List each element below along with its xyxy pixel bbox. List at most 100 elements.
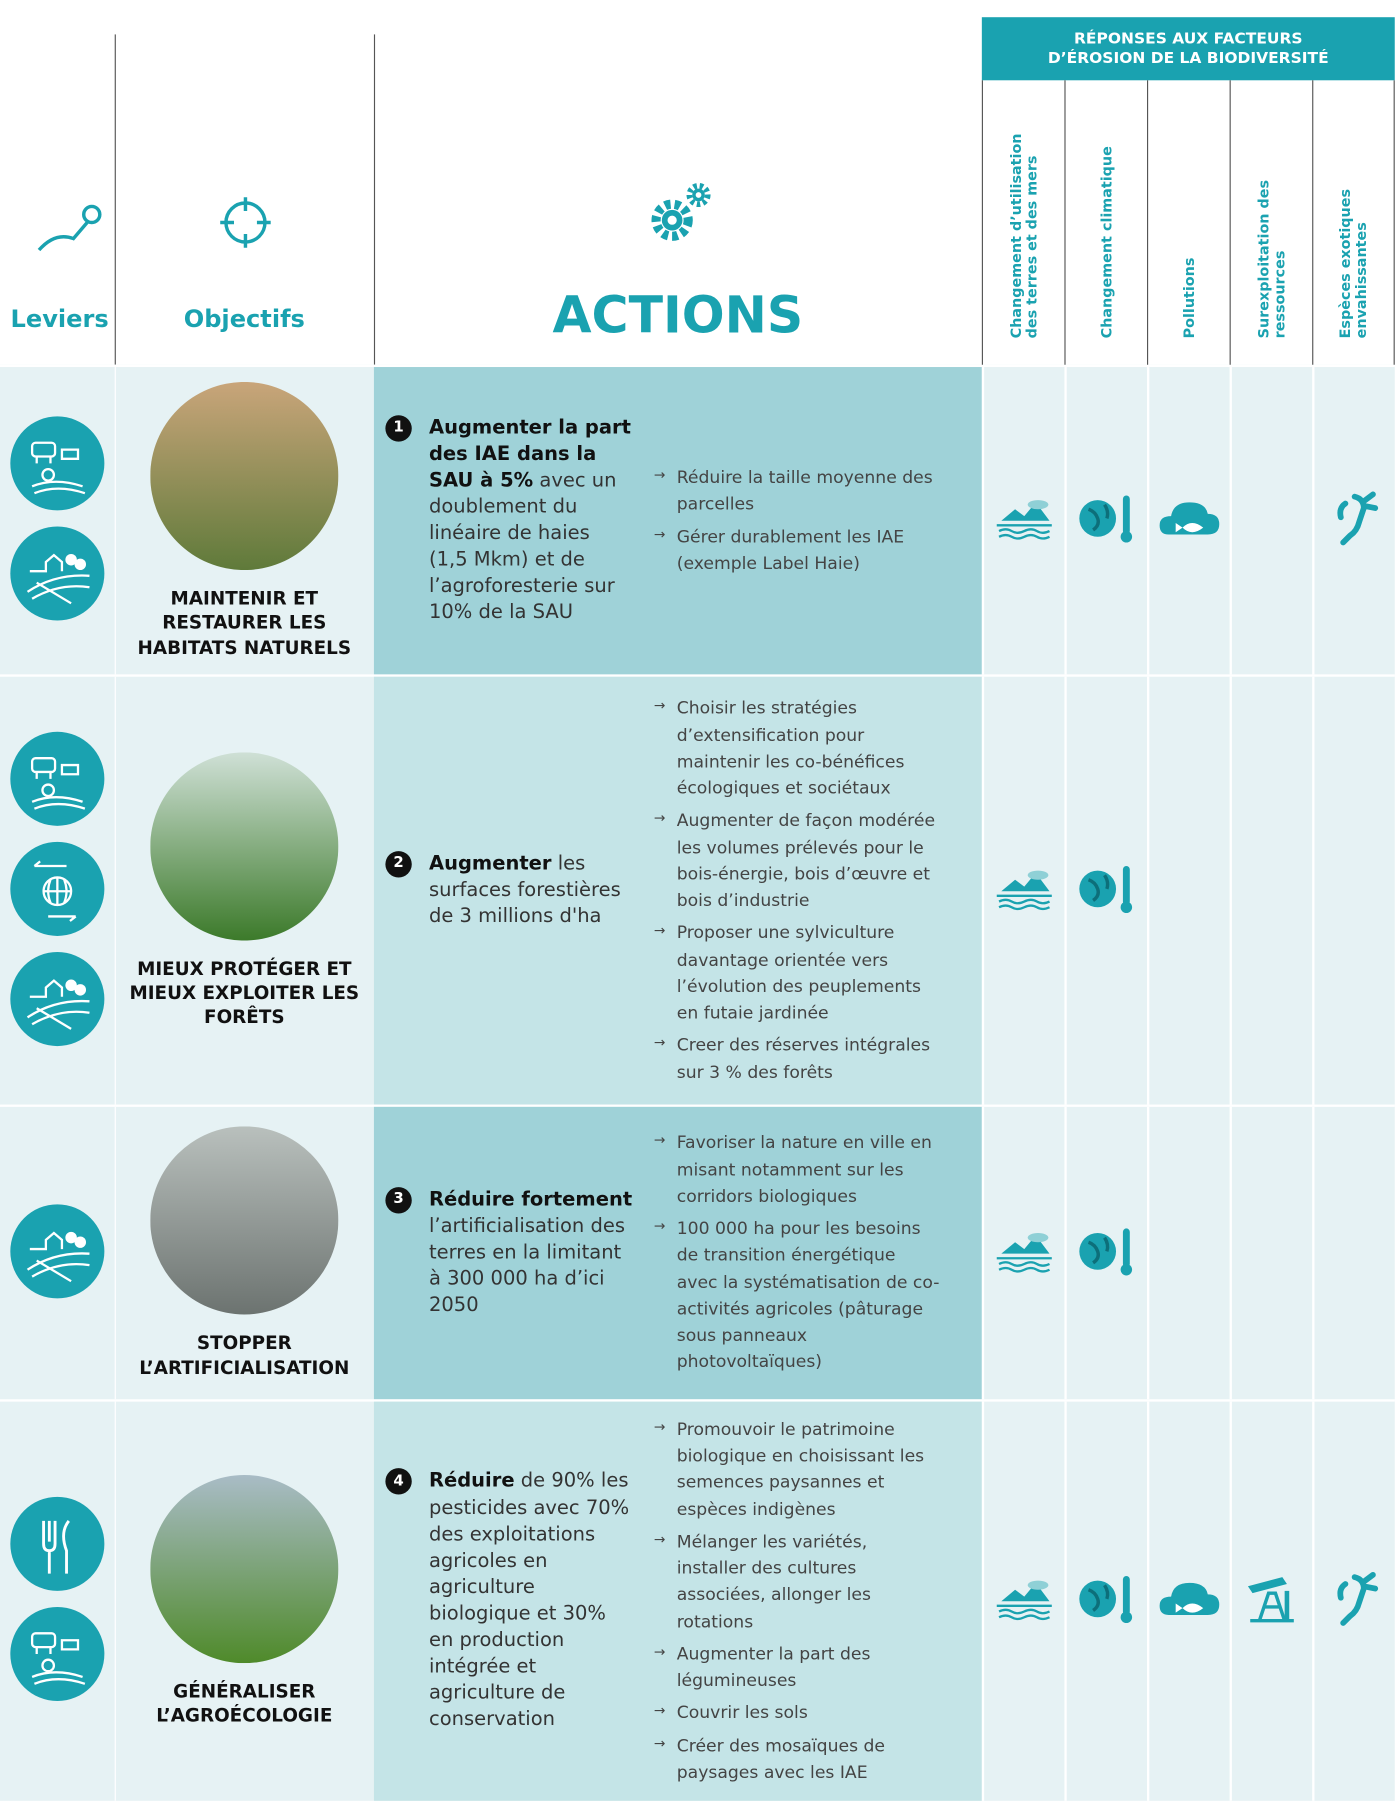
- action-cell: 2Augmenter les surfaces forestières de 3…: [374, 677, 982, 1105]
- factor-icon: [992, 1574, 1056, 1629]
- factor-icon: [992, 863, 1056, 918]
- icon: [1075, 1223, 1139, 1278]
- action-number: 4: [385, 1469, 411, 1495]
- icon-shape: [1285, 1591, 1290, 1621]
- leviers-label: Leviers: [0, 305, 119, 333]
- icon-shape: [39, 223, 87, 251]
- subaction: Réduire la taille moyenne des parcelles: [654, 465, 941, 518]
- factor-label: Pollutions: [1181, 115, 1197, 339]
- factor-cell: [1064, 367, 1147, 674]
- icon: [9, 1606, 105, 1702]
- subactions: Choisir les stratégies d’extensification…: [654, 690, 941, 1092]
- icon: [1075, 1571, 1139, 1626]
- subaction: Promouvoir le patrimoine biologique en c…: [654, 1416, 941, 1523]
- icon: [9, 525, 105, 621]
- objective-cell: MAINTENIR ET RESTAURER LES HABITATS NATU…: [115, 367, 374, 674]
- actions-title: ACTIONS: [374, 287, 982, 345]
- icon-shape: [1028, 500, 1049, 509]
- objective-text: GÉNÉRALISER L’AGROÉCOLOGIE: [115, 1679, 374, 1727]
- lever-icon: [9, 1203, 105, 1304]
- factors-title: RÉPONSES AUX FACTEURS D’ÉROSION DE LA BI…: [1033, 30, 1343, 67]
- lever-icon: [9, 1606, 105, 1707]
- actions-icon: [647, 179, 716, 248]
- action-text: avec un doublement du linéaire de haies …: [429, 469, 617, 624]
- icon: [9, 730, 105, 826]
- icon: [1075, 861, 1139, 916]
- lever-icon: [9, 950, 105, 1051]
- icon-shape: [1123, 1576, 1130, 1615]
- factor-label: Changement d’utilisation des terres et d…: [1008, 115, 1040, 339]
- icon: [992, 1226, 1056, 1276]
- action-number: 3: [385, 1187, 411, 1213]
- factor-label: Espèces exotiques envahissantes: [1338, 115, 1370, 339]
- icon-shape: [997, 1258, 1052, 1271]
- objective-photo: [150, 1475, 338, 1668]
- factor-cell: [982, 1107, 1065, 1399]
- factor-icon: [1075, 1571, 1139, 1631]
- subaction: Couvrir les sols: [654, 1700, 941, 1727]
- icon-shape: [220, 197, 270, 247]
- icon-shape: [10, 1607, 104, 1701]
- factor-cell: [1312, 677, 1395, 1105]
- icon-shape: [668, 216, 677, 225]
- levers-cell: [0, 1402, 116, 1801]
- action-text: de 90% les pesticides avec 70% des explo…: [429, 1470, 629, 1731]
- icon-shape: [150, 1475, 338, 1663]
- icon-shape: [997, 525, 1052, 538]
- icon: [1243, 1573, 1300, 1626]
- icon-shape: [1121, 531, 1132, 542]
- icon: [1329, 1570, 1379, 1627]
- levers-cell: [0, 367, 116, 674]
- icon: [9, 1496, 105, 1592]
- icon: [9, 950, 105, 1046]
- action-main: 4Réduire de 90% les pesticides avec 70% …: [429, 1469, 633, 1734]
- icon-shape: [997, 895, 1052, 908]
- subaction: Créer des mosaïques de paysages avec les…: [654, 1733, 941, 1786]
- factor-column-header: Changement climatique: [1064, 80, 1147, 364]
- factor-column-header: Changement d’utilisation des terres et d…: [982, 80, 1065, 364]
- leviers-icon: [34, 197, 103, 254]
- subaction: Mélanger les variétés, installer des cul…: [654, 1529, 941, 1636]
- subaction: Creer des réserves intégrales sur 3 % de…: [654, 1033, 941, 1086]
- factor-cell: [1064, 1107, 1147, 1399]
- objective-text: STOPPER L’ARTIFICIALISATION: [115, 1331, 374, 1379]
- levers-cell: [0, 677, 116, 1105]
- icon-shape: [10, 1204, 104, 1298]
- objective-photo: [150, 1127, 338, 1320]
- icon-shape: [150, 752, 338, 940]
- factor-icon: [1329, 490, 1379, 552]
- icon: [992, 863, 1056, 913]
- action-cell: 1Augmenter la part des IAE dans la SAU à…: [374, 367, 982, 674]
- lever-icon: [9, 1496, 105, 1597]
- action-main: 3Réduire fortement l’artificialisation d…: [429, 1187, 633, 1320]
- icon-shape: [1028, 1232, 1049, 1241]
- factor-column-header: Espèces exotiques envahissantes: [1312, 80, 1395, 364]
- icon: [9, 840, 105, 936]
- icon-shape: [10, 526, 104, 620]
- icon: [1329, 490, 1379, 547]
- icon-shape: [75, 559, 86, 570]
- icon: [150, 1475, 338, 1663]
- objective-text: MIEUX PROTÉGER ET MIEUX EXPLOITER LES FO…: [115, 956, 374, 1029]
- factor-cell: [1064, 1402, 1147, 1801]
- icon: [150, 1127, 338, 1315]
- factor-cell: [982, 367, 1065, 674]
- factor-cell: [1147, 1402, 1230, 1801]
- icon: [9, 1203, 105, 1299]
- icon-shape: [10, 416, 104, 510]
- action-number: 1: [385, 415, 411, 441]
- icon-shape: [1121, 1263, 1132, 1274]
- factor-cell: [1147, 1107, 1230, 1399]
- icon-shape: [1340, 1575, 1375, 1623]
- lever-icon: [9, 730, 105, 831]
- icon-shape: [1121, 1612, 1132, 1623]
- icon: [992, 1574, 1056, 1624]
- icon-shape: [1340, 494, 1375, 542]
- subaction: Choisir les stratégies d’extensification…: [654, 695, 941, 802]
- subaction: Augmenter la part des légumineuses: [654, 1641, 941, 1694]
- objectifs-icon: [218, 195, 273, 250]
- action-bold: Réduire fortement: [429, 1188, 632, 1211]
- factor-cell: [982, 1402, 1065, 1801]
